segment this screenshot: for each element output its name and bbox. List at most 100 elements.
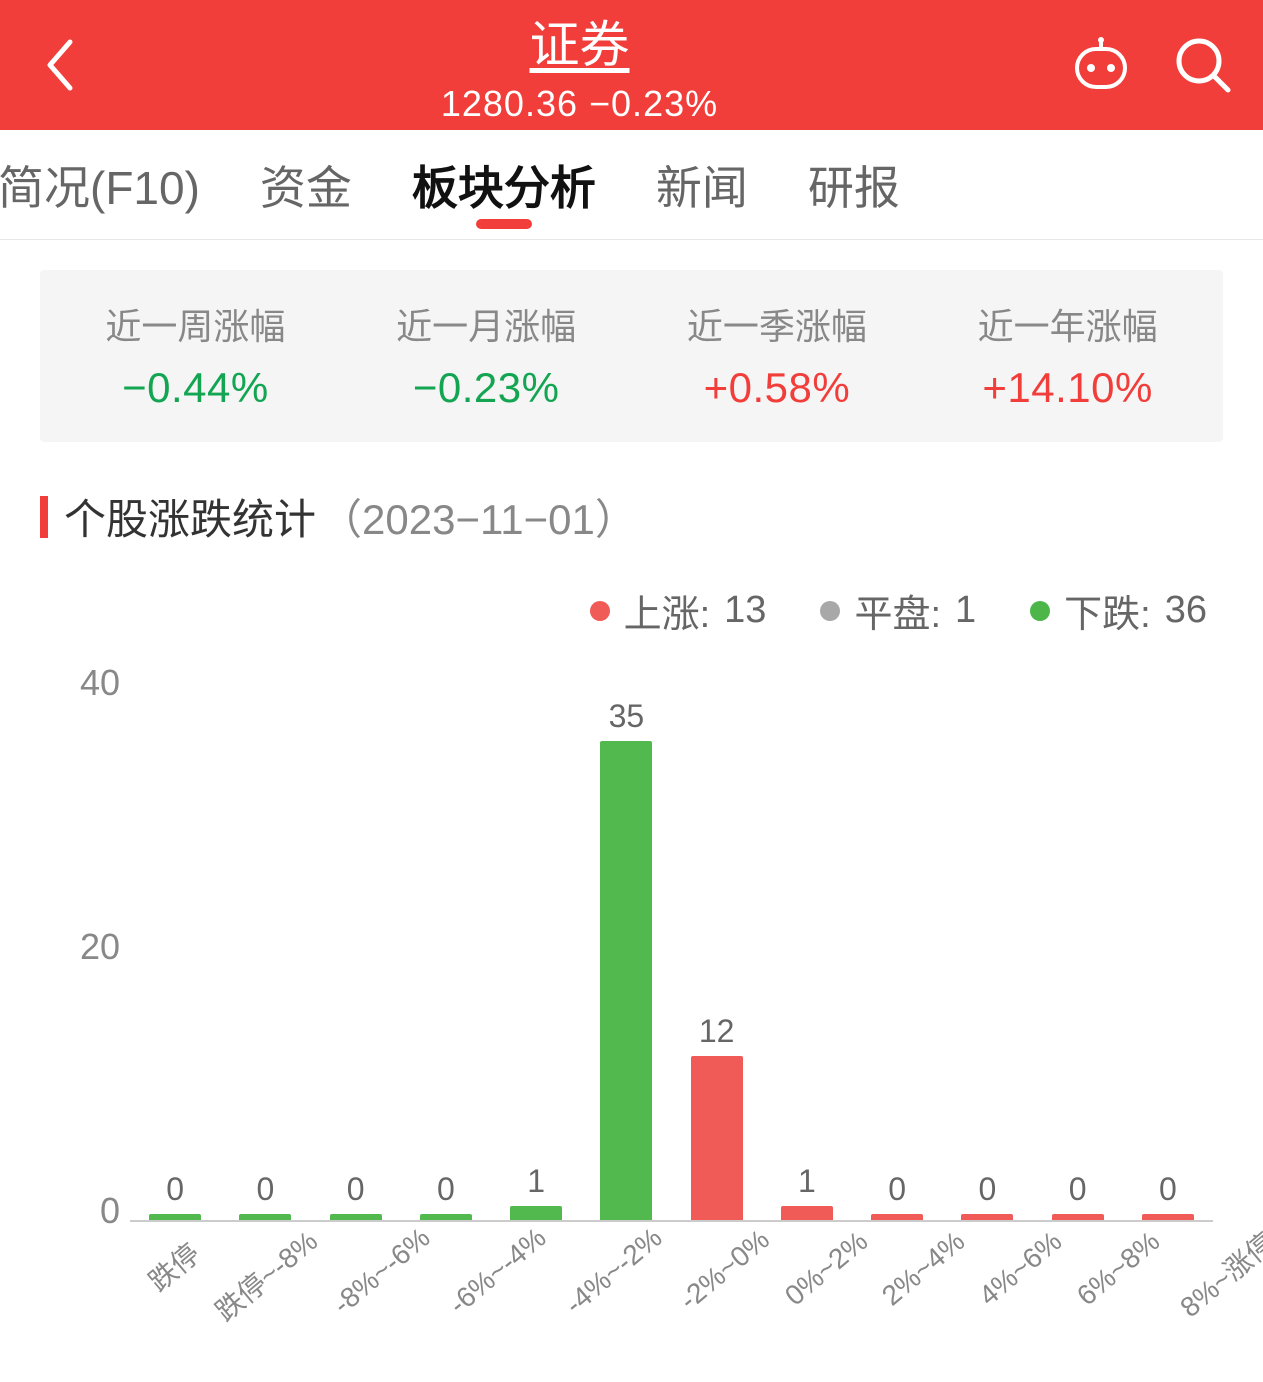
bar-slot[interactable]: 0 [130, 674, 220, 1220]
search-icon [1173, 35, 1233, 95]
stat-label: 近一月涨幅 [396, 298, 576, 350]
bar-value-label: 1 [798, 1163, 816, 1200]
x-label: 6%~8% [1055, 1232, 1152, 1382]
x-label: 8%~涨停 [1152, 1232, 1263, 1382]
robot-button[interactable] [1069, 35, 1133, 95]
bar-value-label: 12 [699, 1013, 735, 1050]
stat-value: −0.44% [122, 364, 269, 412]
bar-slot[interactable]: 1 [491, 674, 581, 1220]
legend-up-value: 13 [724, 589, 766, 632]
stat-year[interactable]: 近一年涨幅 +14.10% [922, 298, 1213, 412]
tab-sector-analysis[interactable]: 板块分析 [382, 130, 626, 239]
app-header: 证券 1280.36 −0.23% [0, 0, 1263, 130]
bar-value-label: 0 [437, 1171, 455, 1208]
x-label: 0%~2% [763, 1232, 860, 1382]
x-label: 2%~4% [860, 1232, 957, 1382]
legend-flat-value: 1 [955, 589, 976, 632]
bar-value-label: 0 [1159, 1171, 1177, 1208]
header-change: −0.23% [589, 83, 718, 124]
stat-label: 近一周涨幅 [105, 298, 285, 350]
stat-quarter[interactable]: 近一季涨幅 +0.58% [632, 298, 923, 412]
bar-slot[interactable]: 0 [220, 674, 310, 1220]
section-title: 个股涨跌统计 （2023−11−01） [40, 486, 1223, 547]
x-label: -6%~-4% [424, 1232, 540, 1382]
x-label: 4%~6% [957, 1232, 1054, 1382]
bar [691, 1056, 743, 1220]
stat-value: −0.23% [413, 364, 560, 412]
bar [871, 1214, 923, 1220]
x-label: -2%~0% [656, 1232, 763, 1382]
tab-f10[interactable]: 简况(F10) [0, 130, 230, 239]
bar [239, 1214, 291, 1220]
bar-slot[interactable]: 0 [1033, 674, 1123, 1220]
y-axis: 40 20 0 [40, 662, 120, 1232]
stat-month[interactable]: 近一月涨幅 −0.23% [341, 298, 632, 412]
bar [781, 1206, 833, 1220]
bar-value-label: 0 [256, 1171, 274, 1208]
y-tick: 0 [100, 1190, 120, 1232]
bar-slot[interactable]: 35 [581, 674, 671, 1220]
legend-flat-label: 平盘: [854, 583, 941, 638]
legend-dot-up-icon [590, 601, 610, 621]
header-actions [1069, 35, 1233, 95]
bar [330, 1214, 382, 1220]
x-label: 跌停~-8% [186, 1232, 308, 1382]
stat-label: 近一年涨幅 [978, 298, 1158, 350]
bar-slot[interactable]: 0 [942, 674, 1032, 1220]
legend-up-label: 上涨: [624, 583, 711, 638]
bar-slot[interactable]: 1 [762, 674, 852, 1220]
bar-slot[interactable]: 12 [672, 674, 762, 1220]
tab-news[interactable]: 新闻 [626, 130, 778, 239]
x-label: -8%~-6% [308, 1232, 424, 1382]
legend-flat: 平盘: 1 [820, 583, 976, 638]
stat-label: 近一季涨幅 [687, 298, 867, 350]
header-subtitle: 1280.36 −0.23% [441, 83, 718, 125]
search-button[interactable] [1173, 35, 1233, 95]
tab-funding[interactable]: 资金 [230, 130, 382, 239]
legend-up: 上涨: 13 [590, 583, 767, 638]
tab-research[interactable]: 研报 [778, 130, 930, 239]
bar [420, 1214, 472, 1220]
bar-slot[interactable]: 0 [401, 674, 491, 1220]
section-title-text: 个股涨跌统计 [64, 486, 316, 547]
bar [600, 741, 652, 1221]
header-title: 证券 [530, 5, 630, 77]
stat-week[interactable]: 近一周涨幅 −0.44% [50, 298, 341, 412]
bar [510, 1206, 562, 1220]
chart-legend: 上涨: 13 平盘: 1 下跌: 36 [0, 583, 1207, 638]
x-label: -4%~-2% [540, 1232, 656, 1382]
x-label: 跌停 [130, 1232, 186, 1382]
y-tick: 20 [80, 926, 120, 968]
header-price: 1280.36 [441, 83, 578, 124]
chevron-left-icon [44, 38, 76, 92]
period-gain-stats: 近一周涨幅 −0.44% 近一月涨幅 −0.23% 近一季涨幅 +0.58% 近… [40, 270, 1223, 442]
bar-value-label: 0 [1069, 1171, 1087, 1208]
x-axis-labels: 跌停跌停~-8%-8%~-6%-6%~-4%-4%~-2%-2%~0%0%~2%… [130, 1232, 1213, 1382]
y-tick: 40 [80, 662, 120, 704]
legend-dot-down-icon [1030, 601, 1050, 621]
stat-value: +14.10% [982, 364, 1152, 412]
legend-dot-flat-icon [820, 601, 840, 621]
legend-down: 下跌: 36 [1030, 583, 1207, 638]
bar-value-label: 1 [527, 1163, 545, 1200]
chart-plot: 0 0 0 0 1 35 12 1 0 0 0 0 [130, 674, 1213, 1222]
robot-icon [1069, 35, 1133, 95]
bar [1142, 1214, 1194, 1220]
bar-slot[interactable]: 0 [1123, 674, 1213, 1220]
distribution-chart: 40 20 0 0 0 0 0 1 35 12 1 0 0 0 0 跌停跌停~-8%-8%~-6%-6… [40, 662, 1223, 1382]
bar-slot[interactable]: 0 [852, 674, 942, 1220]
section-date: （2023−11−01） [320, 486, 637, 547]
bar [961, 1214, 1013, 1220]
legend-down-value: 36 [1165, 589, 1207, 632]
legend-down-label: 下跌: [1064, 583, 1151, 638]
bar [1052, 1214, 1104, 1220]
back-button[interactable] [30, 38, 90, 92]
bar-slot[interactable]: 0 [311, 674, 401, 1220]
tab-bar: 简况(F10) 资金 板块分析 新闻 研报 [0, 130, 1263, 240]
bar-value-label: 0 [978, 1171, 996, 1208]
bar-value-label: 0 [347, 1171, 365, 1208]
bar-value-label: 0 [166, 1171, 184, 1208]
bar-value-label: 35 [609, 698, 645, 735]
bar-value-label: 0 [888, 1171, 906, 1208]
header-title-block[interactable]: 证券 1280.36 −0.23% [90, 5, 1069, 125]
